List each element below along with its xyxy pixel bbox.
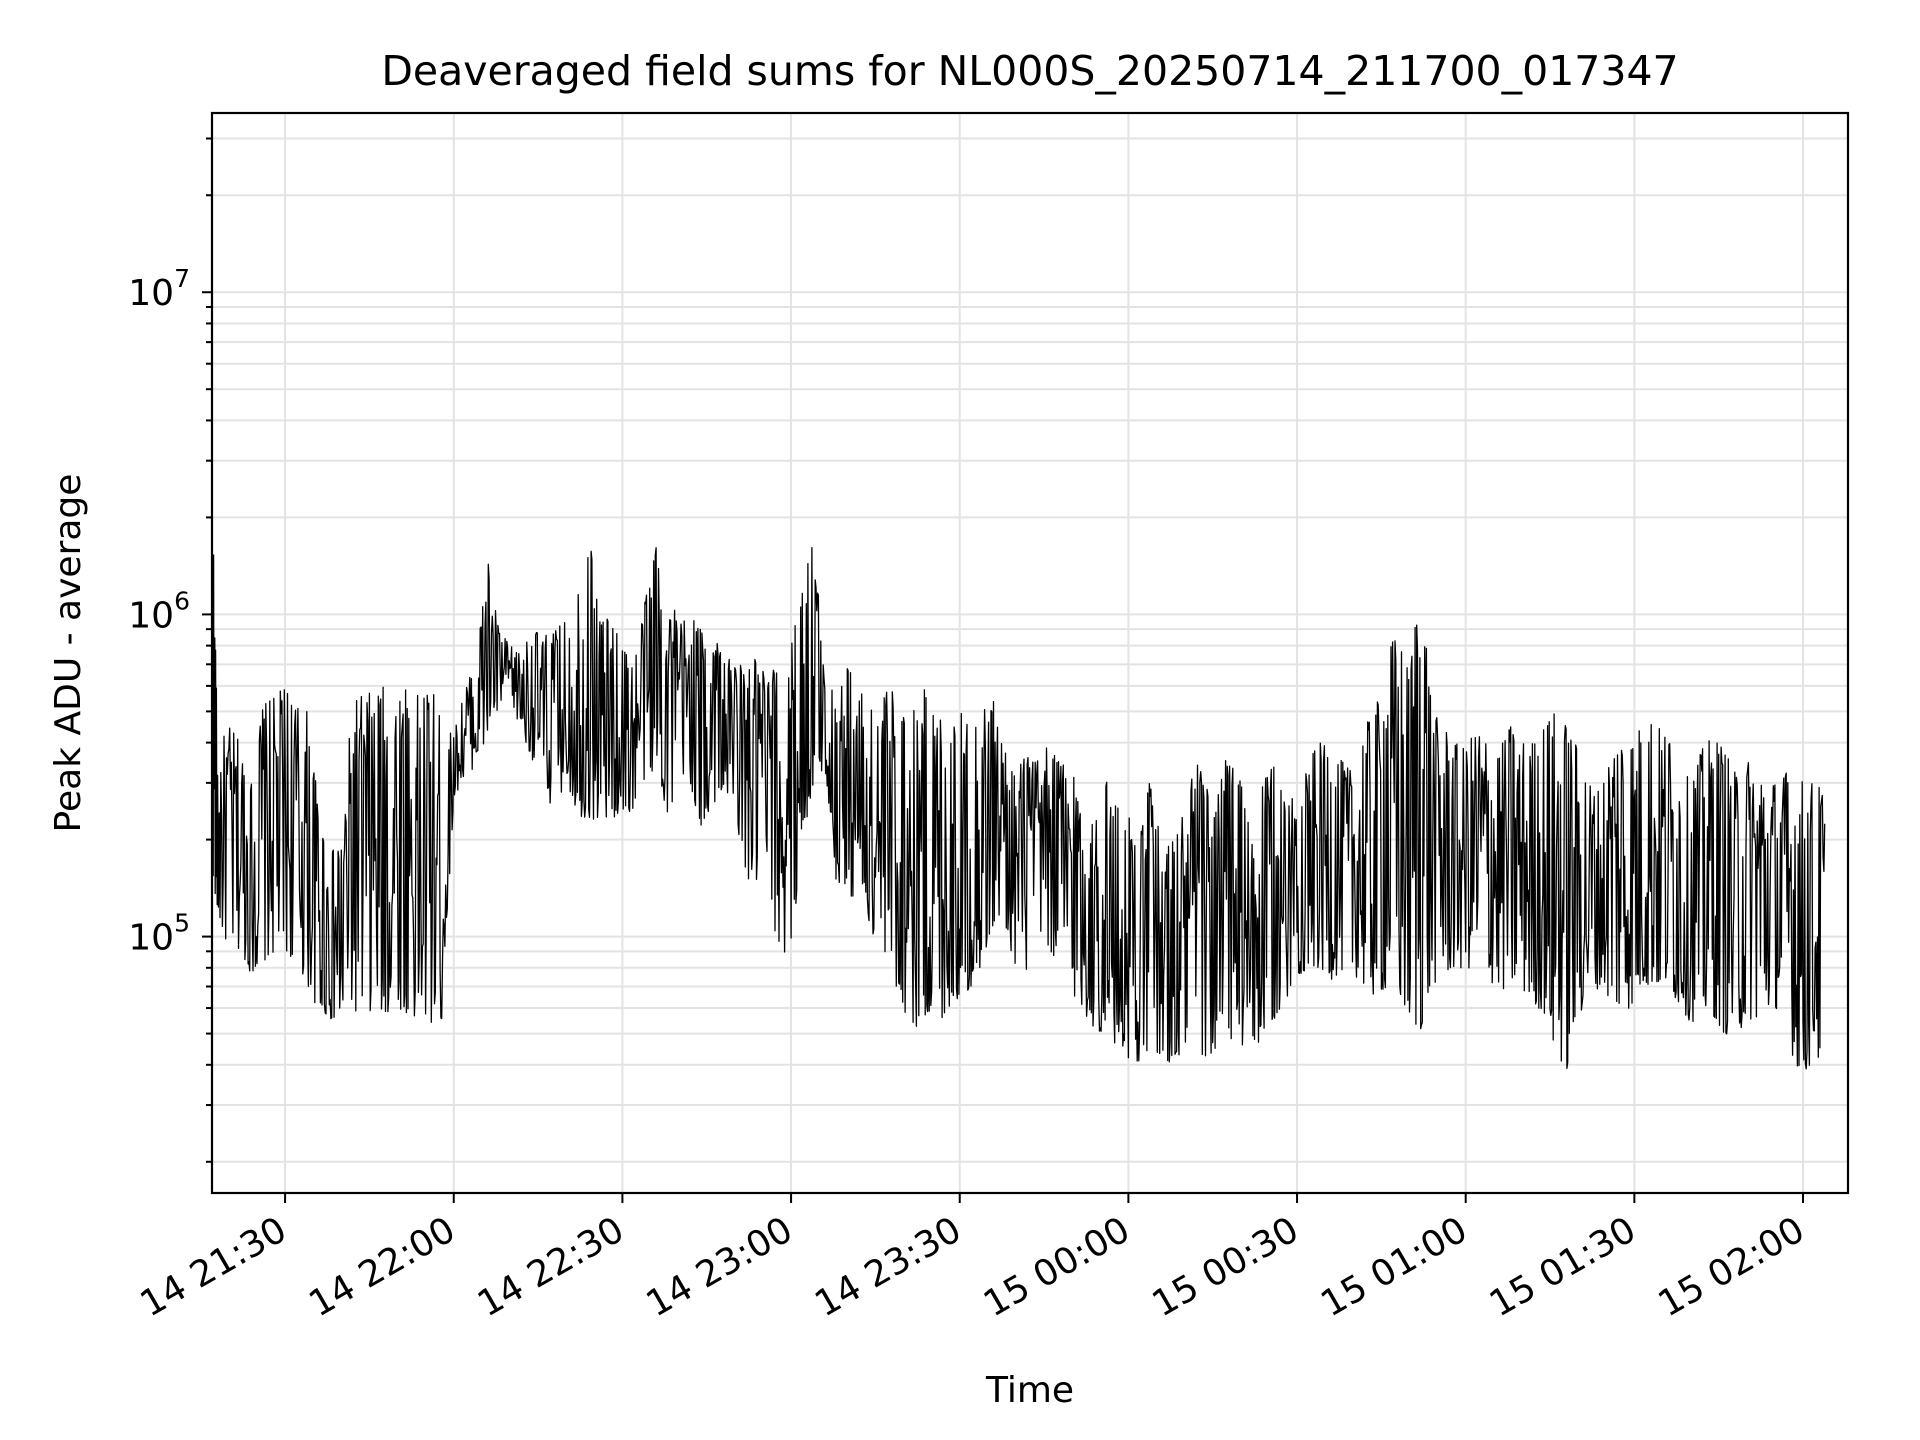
x-tick-label: 14 23:00 bbox=[640, 1209, 800, 1325]
y-tick-exponent: 7 bbox=[174, 264, 190, 293]
y-axis-label: Peak ADU - average bbox=[48, 474, 89, 833]
x-tick-label: 14 23:30 bbox=[808, 1209, 968, 1325]
y-tick-label: 106 bbox=[128, 586, 190, 636]
y-tick-label: 107 bbox=[128, 264, 190, 314]
x-tick-label: 14 22:30 bbox=[471, 1209, 631, 1325]
plot-frame bbox=[210, 111, 1850, 1195]
x-tick-label: 15 02:00 bbox=[1652, 1209, 1812, 1325]
data-series bbox=[211, 517, 1826, 1070]
y-tick-base: 10 bbox=[128, 595, 174, 636]
y-tick-base: 10 bbox=[128, 273, 174, 314]
x-tick-label: 15 00:00 bbox=[977, 1209, 1137, 1325]
y-tick-base: 10 bbox=[128, 918, 174, 959]
chart-title: Deaveraged field sums for NL000S_2025071… bbox=[381, 47, 1678, 95]
x-tick-label: 15 01:30 bbox=[1483, 1209, 1643, 1325]
x-axis-label: Time bbox=[985, 1370, 1074, 1411]
y-tick-exponent: 5 bbox=[174, 909, 190, 938]
x-tick-label: 15 01:00 bbox=[1314, 1209, 1474, 1325]
series-line bbox=[211, 517, 1826, 1070]
x-tick-label: 14 22:00 bbox=[302, 1209, 462, 1325]
y-tick-label: 105 bbox=[128, 909, 190, 959]
x-tick-label: 15 00:30 bbox=[1146, 1209, 1306, 1325]
y-tick-exponent: 6 bbox=[174, 586, 190, 615]
grid-lines bbox=[212, 113, 1848, 1193]
x-tick-label: 14 21:30 bbox=[134, 1209, 294, 1325]
